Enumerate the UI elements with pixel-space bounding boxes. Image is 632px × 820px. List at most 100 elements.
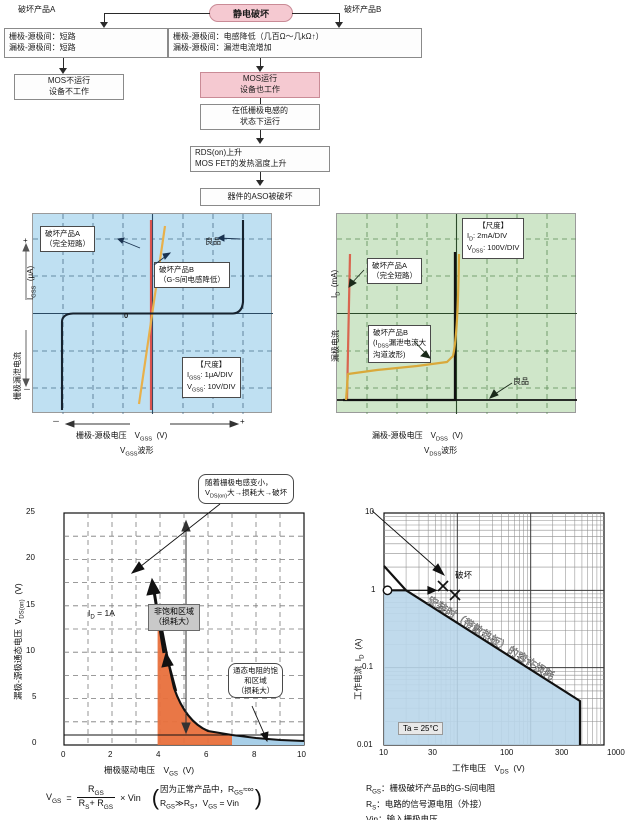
vds-callout-rest: 大→损耗大→破坏	[227, 487, 288, 497]
legend-2-sym: Vin	[366, 814, 379, 820]
vds-note-sub: D	[90, 613, 95, 621]
chart-vds-svg	[63, 512, 305, 746]
soa-xtick-30: 30	[428, 748, 437, 757]
box-product-a-symptoms: 栅极-源极间：短路 漏极-源极间：短路	[4, 28, 168, 58]
soa-ytick-001: 0.01	[357, 740, 373, 749]
formula-num-sym: R	[87, 784, 95, 795]
legend-1-colon: ：	[376, 798, 385, 809]
box-b2-line2: 设备也工作	[240, 85, 280, 94]
vds-ytick-25: 25	[26, 507, 35, 516]
box-b5-line1: 器件的ASO被破坏	[227, 191, 293, 201]
chart-id-annotation-a: 破坏产品A （完全短路）	[367, 258, 422, 284]
box-low-gate-inductance: 在低栅极电感的 状态下运行	[200, 104, 320, 130]
formula-note-l2c: ，V	[194, 797, 209, 808]
flow-drop-left	[104, 13, 105, 25]
paren-close: )	[254, 785, 263, 811]
chart-id-svg	[337, 214, 577, 414]
chart-soa-ylabel: 工作电流 ID (A)	[352, 638, 366, 700]
id-xlabel-text: 漏极-源极电压 V	[372, 431, 436, 440]
vds-xtick-2: 2	[108, 750, 113, 759]
chart-soa-temp-note: Ta = 25°C	[398, 722, 444, 735]
chart-igss-yaxis-plus: +	[23, 236, 28, 245]
chart-igss-origin-label: 0	[124, 311, 129, 320]
id-ysub: D	[335, 291, 342, 296]
box-b4-line1: RDS(on)上升	[195, 148, 243, 158]
id-scale-sub2: DSS	[472, 248, 484, 255]
formula-note-lines: 因为正常产品中，RGS≈∞ RGS≫RS，VGS = Vin	[160, 784, 254, 812]
flow-line-b2	[260, 98, 261, 106]
chart-igss-yaxis-arrows	[22, 242, 30, 388]
soa-xlabel-sub: DS	[500, 768, 509, 776]
formula-note-l2sub: GS	[166, 803, 175, 811]
formula-num-sub: GS	[94, 790, 104, 797]
chart-igss-scale-box: 【尺度】 IGSS: 1μA/DIV VGSS: 10V/DIV	[182, 357, 241, 398]
flow-arrow-right	[335, 22, 343, 28]
box-aso-destroyed: 器件的ASO被破坏	[200, 188, 320, 206]
scale-title: 【尺度】	[196, 360, 227, 369]
paren-open: (	[151, 785, 160, 811]
chart-vds-callout: 随着栅极电感变小， VDS(on)大→损耗大→破坏	[198, 474, 295, 505]
legend-item-rgs: RGS：栅极破坏产品B的G-S间电阻	[366, 782, 495, 798]
vds-sat-l3: （损耗大）	[236, 685, 275, 695]
legend-0-sub: GS	[372, 788, 381, 796]
id-scale-val2: 100V/DIV	[487, 243, 520, 253]
id-scale-line1: ID: 2mA/DIV	[467, 230, 508, 243]
box-a-line1: 栅极-源极间：短路	[9, 32, 76, 42]
legend-1-sym: R	[366, 798, 373, 809]
soa-ytick-1: 1	[371, 585, 376, 594]
vds-ytick-15: 15	[26, 600, 35, 609]
soa-xtick-10: 10	[379, 748, 388, 757]
scale-sub2: GSS	[192, 387, 204, 394]
chart-vds-callout-leader	[130, 503, 221, 574]
igss-xlabel-text: 栅极-源极电压 V	[76, 431, 140, 440]
flow-line-b4	[260, 172, 261, 182]
flow-arrow-left	[100, 22, 108, 28]
vds-xlabel-sub: GS	[169, 770, 178, 778]
vds-ylabel-text: 漏极-源极通态电压	[13, 629, 23, 700]
formula-note-l2sub3: GS	[208, 803, 218, 811]
id-ann-b-l2: (IDSS漏泄电流大	[373, 338, 426, 351]
soa-xtick-300: 300	[555, 748, 569, 757]
scale-sub1: GSS	[189, 375, 201, 382]
id-ann-b-l3: 沟道波形)	[373, 350, 406, 360]
legend-item-vin: Vin：输入栅极电压	[366, 813, 495, 820]
box-b4-line2: MOS FET的发热温度上升	[195, 159, 287, 168]
vds-ylabel-sym: V	[13, 618, 23, 625]
formula-times: × Vin	[120, 792, 141, 803]
chart-id-ylabel-unit: ID (mA)	[330, 270, 342, 298]
legend-block: RGS：栅极破坏产品B的G-S间电阻 RS：电路的信号源电阻（外接） Vin：输…	[366, 782, 495, 820]
legend-1-desc: 电路的信号源电阻（外接）	[384, 798, 487, 809]
chart-vds-ylabel: 漏极-源极通态电压 VDS(on) (V)	[12, 583, 26, 700]
legend-2-colon: ：	[378, 814, 387, 820]
legend-0-desc: 栅极破坏产品B的G-S间电阻	[389, 783, 496, 793]
formula-lhs-sub: GS	[52, 797, 62, 805]
igss-ysub: GSS	[31, 285, 38, 298]
vds-ytick-10: 10	[26, 646, 35, 655]
vds-ytick-5: 5	[32, 692, 37, 701]
formula-note: ( 因为正常产品中，RGS≈∞ RGS≫RS，VGS = Vin )	[152, 784, 262, 812]
chart-vds-sat-leader	[251, 705, 269, 743]
chart-id-annotation-b: 破坏产品B (IDSS漏泄电流大 沟道波形)	[368, 325, 432, 364]
chart-vds-xlabel: 栅极驱动电压 VGS (V)	[104, 764, 194, 778]
formula-note-l2d: = Vin	[217, 797, 239, 808]
vds-ytick-0: 0	[32, 738, 37, 747]
scale-val1: 1μA/DIV	[204, 369, 233, 379]
chart-vds-region-sat: 通态电阻的饱 和区域 （损耗大）	[228, 663, 283, 699]
formula-lhs: VGS	[46, 792, 61, 805]
vds-callout-l2: VDS(on)大→损耗大→破坏	[205, 488, 287, 501]
formula-equals: =	[66, 792, 72, 803]
vds-nonsat-l1: 非饱和区域	[154, 607, 194, 616]
chart-id-annotation-good: 良品	[513, 377, 529, 386]
scale-val2: 10V/DIV	[207, 382, 236, 392]
box-mos-operating: MOS运行 设备也工作	[200, 72, 320, 98]
formula-note-l2b: ≫R	[175, 797, 191, 808]
vds-callout-sym: V	[205, 487, 211, 497]
box-b3-line2: 状态下运行	[240, 117, 280, 126]
id-ysym: I	[330, 295, 339, 298]
id-ann-b-l3a: 沟道波形	[373, 350, 403, 360]
box-b-line2: 漏极-源极间：漏泄电流增加	[173, 43, 272, 52]
chart-igss-yaxis-minus: －	[23, 385, 31, 394]
id-ann-b-l2a: (I	[373, 337, 378, 347]
vds-xlabel-text: 栅极驱动电压 V	[104, 765, 170, 775]
